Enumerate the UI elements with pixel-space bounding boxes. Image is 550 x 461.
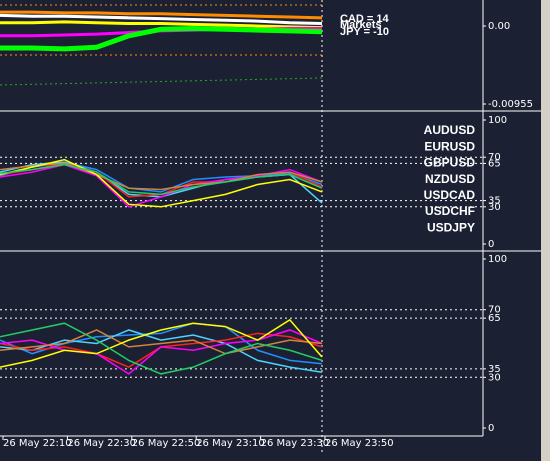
y-tick-label: 0 [488,239,494,250]
legend-entry: USDCAD [424,188,476,202]
x-tick-label: 26 May 23:50 [325,438,394,449]
level-line [0,77,323,86]
legend-entry: EURUSD [424,139,475,153]
y-tick-label: 30 [488,372,501,383]
annotation: JPY = -10 [340,26,389,38]
x-tick-label: 26 May 22:30 [67,438,136,449]
series-line [0,158,323,208]
series-line [0,25,323,52]
legend-entry: NZDUSD [425,172,475,186]
legend-entry: AUDUSD [424,123,476,137]
series-line [0,13,323,26]
x-tick-label: 26 May 22:10 [3,438,72,449]
y-tick-label: 35 [488,196,501,207]
series-line [0,329,323,355]
y-tick-label: 65 [488,313,501,324]
annotation: Markets [340,19,382,31]
y-tick-label: 70 [488,305,501,316]
y-tick-label: 0.00 [488,21,510,32]
y-tick-label: 0 [488,423,494,434]
series-line [0,322,323,375]
y-tick-label: 30 [488,202,501,213]
legend-entry: USDJPY [427,220,475,234]
x-tick-label: 26 May 22:50 [132,438,201,449]
y-tick-label: 65 [488,158,501,169]
scrollbar[interactable] [541,0,550,461]
legend-entry: USDCHF [425,204,475,218]
series-line [0,162,323,191]
y-tick-label: 70 [488,152,501,163]
series-line [0,20,323,30]
legend-entry: GBPUSD [424,156,476,170]
y-tick-label: 100 [488,254,507,265]
x-tick-label: 26 May 23:30 [261,438,330,449]
y-tick-label: 100 [488,115,507,126]
series-line [0,318,323,368]
series-line [0,10,323,20]
annotation: CAD = 14 [340,13,389,25]
series-line [0,329,323,375]
y-tick-label: -0.00955 [488,99,533,110]
x-tick-label: 26 May 23:10 [196,438,265,449]
y-tick-label: 35 [488,364,501,375]
series-line [0,163,323,196]
series-line [0,329,323,373]
